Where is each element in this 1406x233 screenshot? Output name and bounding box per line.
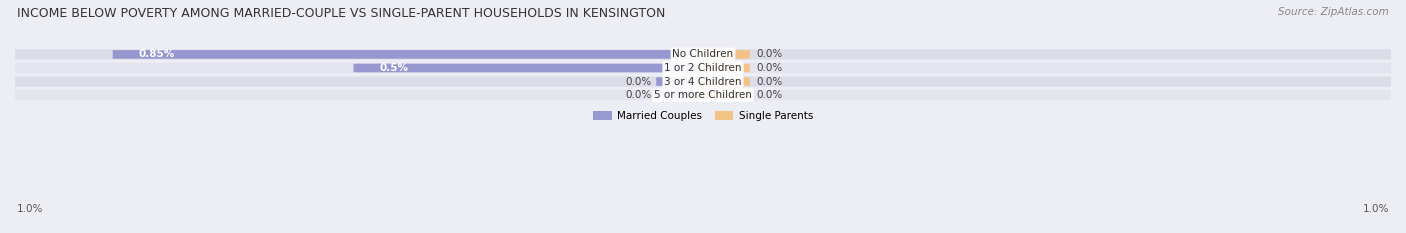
FancyBboxPatch shape [1,49,1405,60]
Text: No Children: No Children [672,49,734,59]
FancyBboxPatch shape [657,91,709,99]
FancyBboxPatch shape [353,64,709,72]
FancyBboxPatch shape [697,77,749,86]
Text: 0.0%: 0.0% [626,77,651,87]
Text: 0.0%: 0.0% [756,77,783,87]
Legend: Married Couples, Single Parents: Married Couples, Single Parents [589,107,817,125]
Text: 1 or 2 Children: 1 or 2 Children [664,63,742,73]
Text: 0.0%: 0.0% [626,90,651,100]
Text: 3 or 4 Children: 3 or 4 Children [664,77,742,87]
FancyBboxPatch shape [112,50,709,59]
Text: 0.5%: 0.5% [380,63,409,73]
Text: 0.85%: 0.85% [139,49,176,59]
FancyBboxPatch shape [697,64,749,72]
FancyBboxPatch shape [1,90,1405,100]
FancyBboxPatch shape [1,76,1405,87]
Text: 1.0%: 1.0% [17,204,44,214]
Text: 1.0%: 1.0% [1362,204,1389,214]
Text: INCOME BELOW POVERTY AMONG MARRIED-COUPLE VS SINGLE-PARENT HOUSEHOLDS IN KENSING: INCOME BELOW POVERTY AMONG MARRIED-COUPL… [17,7,665,20]
FancyBboxPatch shape [657,77,709,86]
Text: 5 or more Children: 5 or more Children [654,90,752,100]
FancyBboxPatch shape [697,50,749,59]
Text: Source: ZipAtlas.com: Source: ZipAtlas.com [1278,7,1389,17]
FancyBboxPatch shape [697,91,749,99]
Text: 0.0%: 0.0% [756,49,783,59]
Text: 0.0%: 0.0% [756,90,783,100]
FancyBboxPatch shape [1,63,1405,73]
Text: 0.0%: 0.0% [756,63,783,73]
